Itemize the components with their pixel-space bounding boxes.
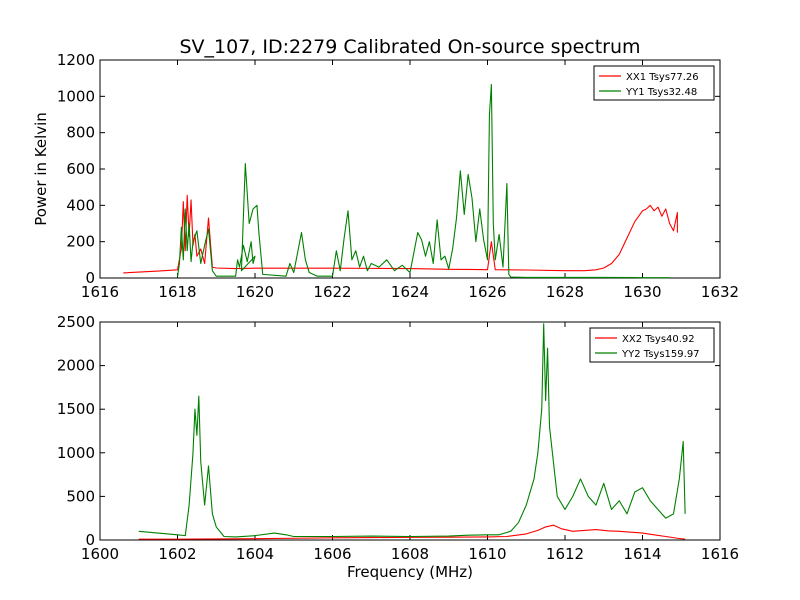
x-tick-label: 1628 — [546, 283, 584, 301]
legend-label: YY1 Tsys32.48 — [625, 87, 697, 98]
x-tick-label: 1618 — [158, 283, 196, 301]
y-tick-label: 1000 — [57, 87, 95, 105]
x-tick-label: 1620 — [236, 283, 274, 301]
bottom-series-lines — [138, 323, 686, 540]
series-line-yy2 — [138, 323, 686, 538]
top-y-axis-label: Power in Kelvin — [32, 112, 50, 226]
y-tick-label: 0 — [85, 531, 95, 549]
x-tick-label: 1610 — [468, 545, 506, 563]
x-tick-label: 1602 — [158, 545, 196, 563]
series-line-yy1 — [176, 83, 670, 279]
legend-label: XX1 Tsys77.26 — [626, 72, 699, 83]
y-tick-label: 1200 — [57, 51, 95, 69]
legend-box — [589, 327, 715, 363]
x-tick-label: 1630 — [623, 283, 661, 301]
bottom-axis-ticks: 1600 1602 1604 1606 1608 1610 1612 1614 1616 0 500… — [57, 313, 739, 563]
x-tick-label: 1614 — [623, 545, 661, 563]
top-series-lines — [123, 83, 678, 279]
y-tick-label: 2000 — [57, 357, 95, 375]
x-tick-label: 1616 — [701, 545, 739, 563]
top-axis-ticks: 1616 1618 1620 1622 1624 1626 1628 1630 1632 0 200… — [57, 51, 739, 301]
x-tick-label: 1606 — [313, 545, 351, 563]
y-tick-label: 1500 — [57, 400, 95, 418]
y-tick-label: 0 — [85, 269, 95, 287]
x-tick-label: 1622 — [313, 283, 351, 301]
x-tick-label: 1600 — [81, 545, 119, 563]
y-tick-label: 2500 — [57, 313, 95, 331]
top-legend: XX1 Tsys77.26 YY1 Tsys32.48 — [593, 65, 715, 101]
y-tick-label: 1000 — [57, 444, 95, 462]
x-tick-label: 1604 — [236, 545, 274, 563]
x-tick-label: 1616 — [81, 283, 119, 301]
y-tick-label: 800 — [66, 124, 95, 142]
y-tick-label: 600 — [66, 160, 95, 178]
legend-label: XX2 Tsys40.92 — [622, 334, 695, 345]
bottom-legend: XX2 Tsys40.92 YY2 Tsys159.97 — [589, 327, 715, 363]
y-tick-label: 500 — [66, 487, 95, 505]
y-tick-label: 200 — [66, 233, 95, 251]
x-tick-label: 1608 — [391, 545, 429, 563]
legend-label: YY2 Tsys159.97 — [621, 349, 700, 360]
x-tick-label: 1612 — [546, 545, 584, 563]
series-line-xx2 — [138, 524, 686, 540]
x-tick-label: 1626 — [468, 283, 506, 301]
x-tick-label: 1632 — [701, 283, 739, 301]
figure-title: SV_107, ID:2279 Calibrated On-source spe… — [179, 36, 640, 58]
x-axis-label: Frequency (MHz) — [347, 563, 473, 581]
top-panel: 1616 1618 1620 1622 1624 1626 1628 1630 1632 0 200… — [32, 51, 739, 301]
x-tick-label: 1624 — [391, 283, 429, 301]
legend-box — [593, 65, 715, 101]
y-tick-label: 400 — [66, 196, 95, 214]
bottom-panel: 1600 1602 1604 1606 1608 1610 1612 1614 1616 0 500… — [57, 313, 739, 581]
